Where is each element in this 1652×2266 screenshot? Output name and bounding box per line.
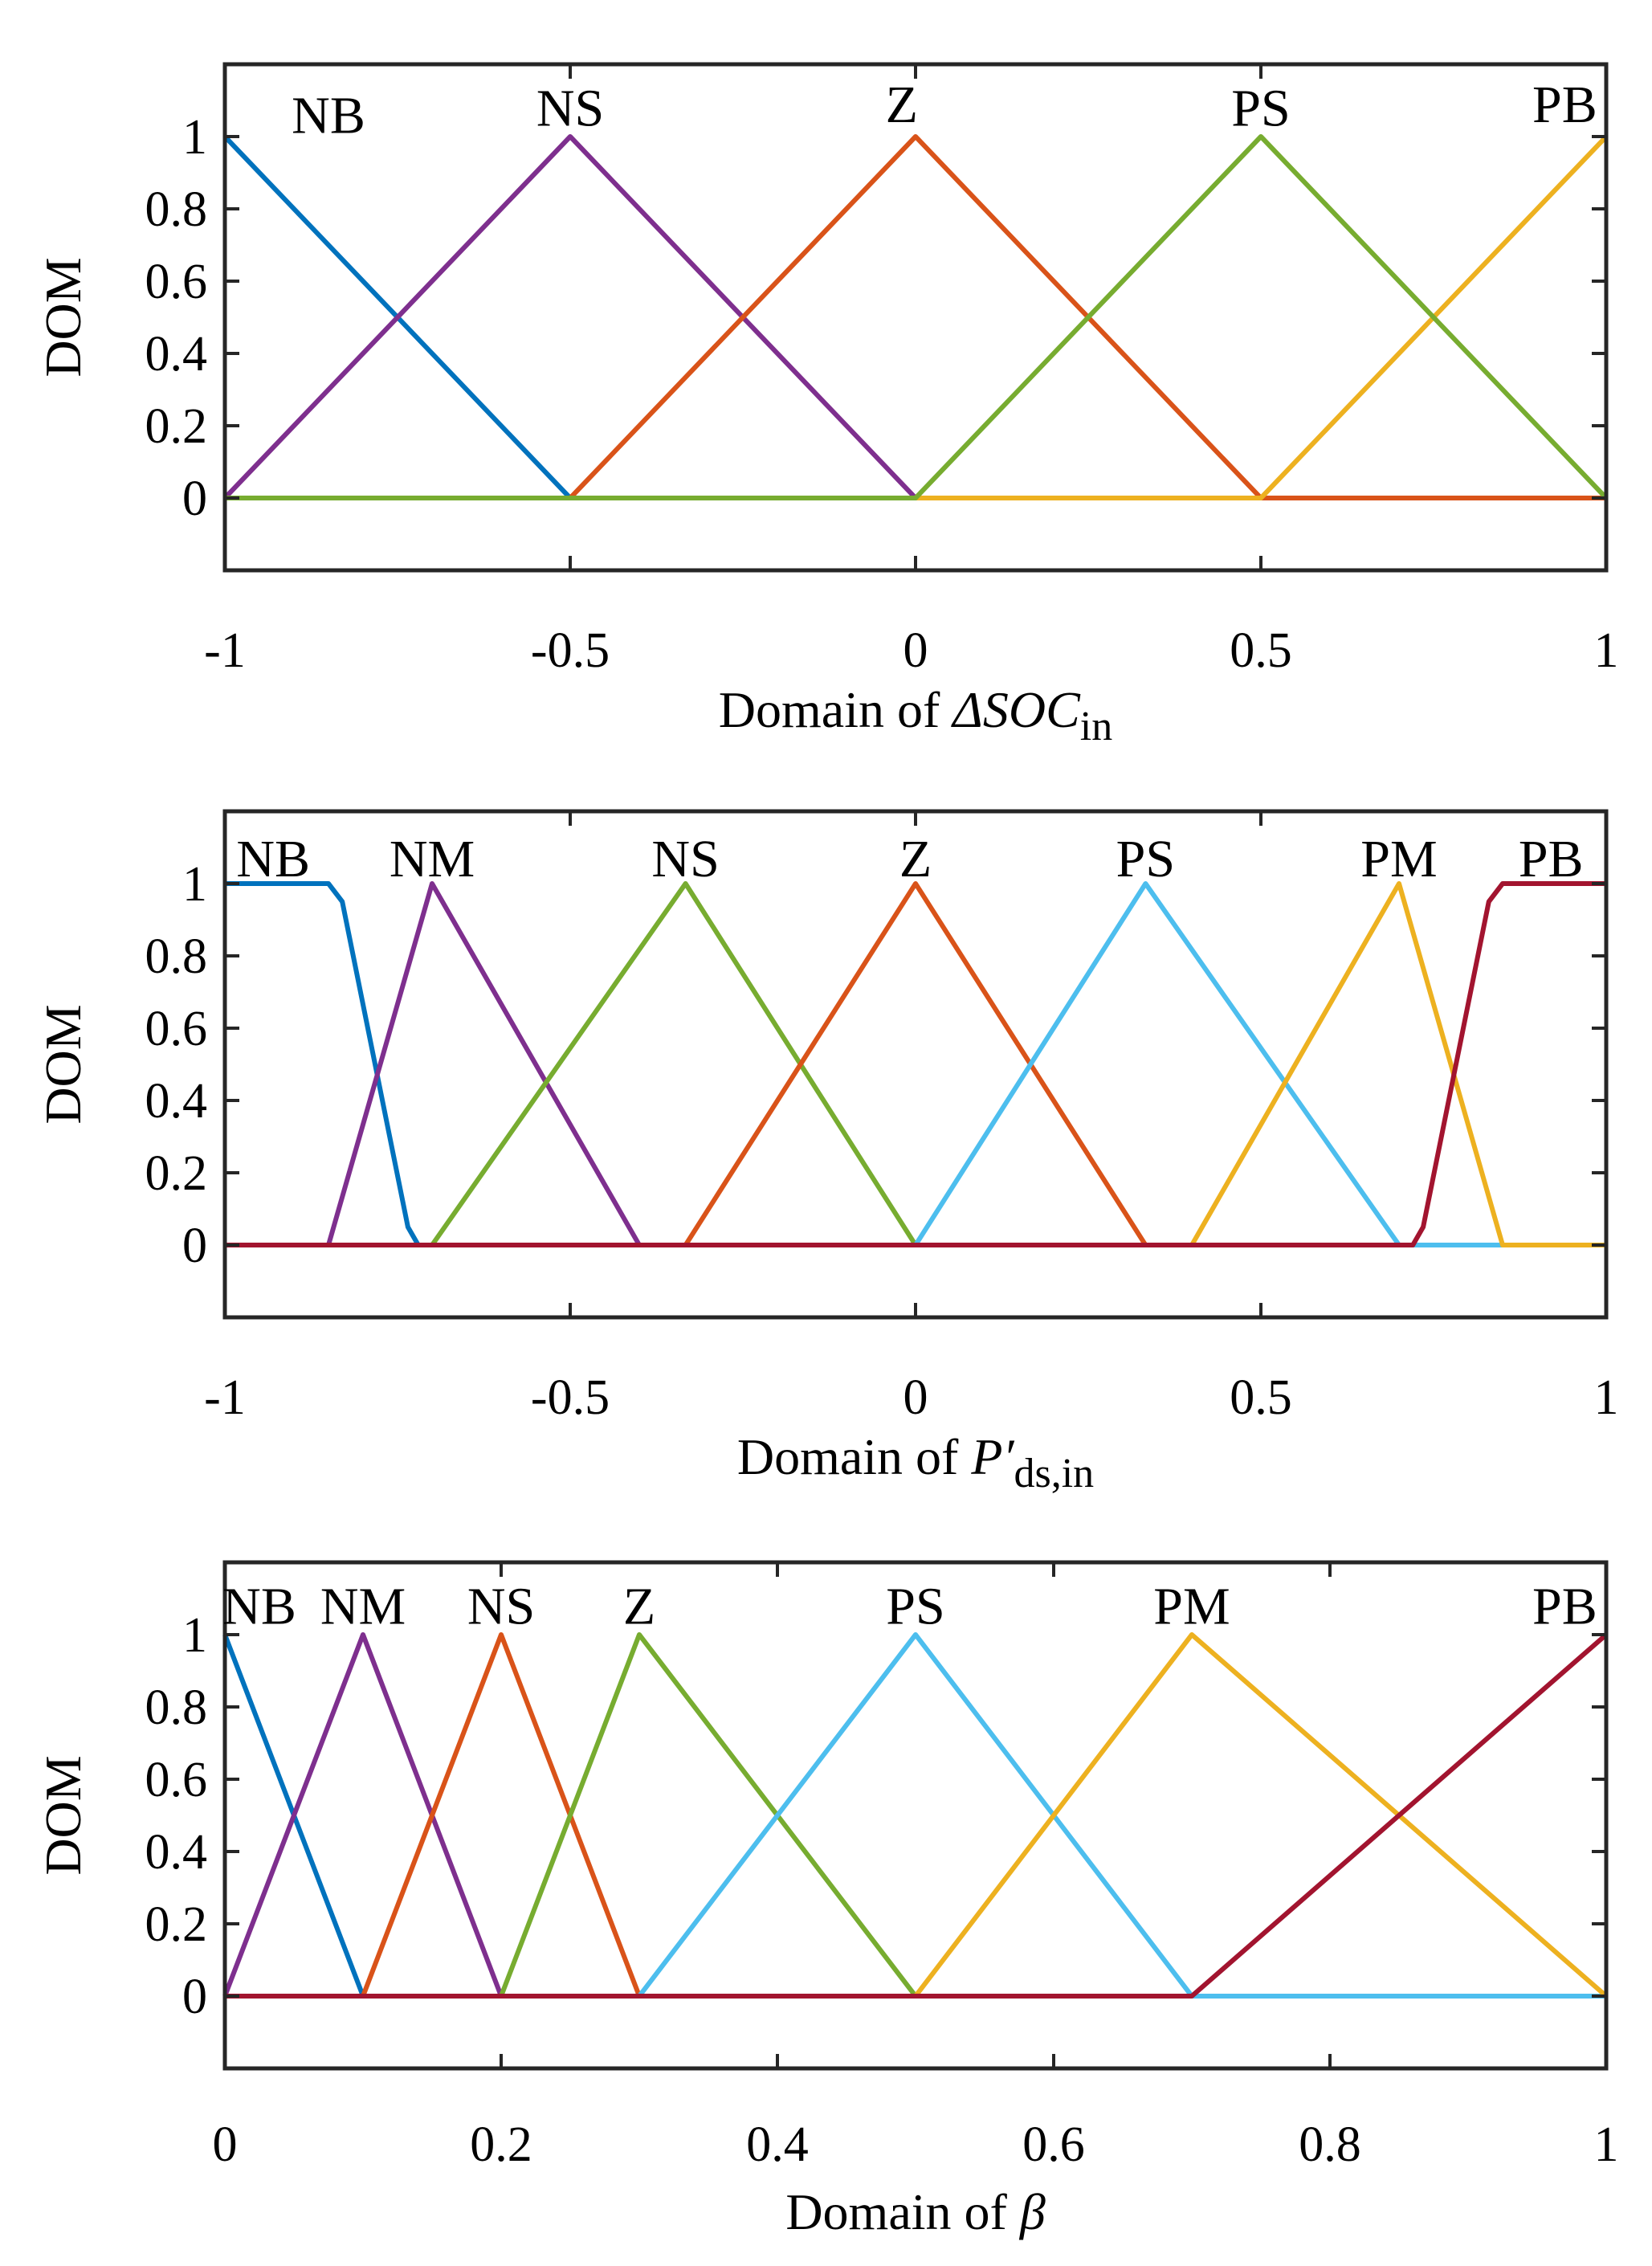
- mf-label-pb: PB: [1532, 76, 1597, 134]
- mf-label-nb: NB: [222, 1578, 296, 1636]
- mf-label-z: Z: [623, 1578, 655, 1636]
- x-axis-label: Domain of β: [785, 2183, 1046, 2240]
- series-line-nb: [225, 881, 1606, 1247]
- mf-label-ps: PS: [886, 1578, 944, 1636]
- y-tick-label: 0.8: [145, 929, 208, 984]
- y-tick-label: 0.8: [145, 1680, 208, 1735]
- x-tick-label: 1: [1594, 1370, 1619, 1425]
- y-tick-label: 0.2: [145, 1146, 208, 1201]
- chart-panel-3: 0 0.2 0.4 0.6 0.8 1 0 0.2 0.4 0.6 0.8 1 NB NM NS Z PS PM P…: [35, 1560, 1619, 2240]
- y-tick-label: 0.8: [145, 182, 208, 237]
- x-axis-label: Domain of ΔSOCin: [719, 681, 1112, 749]
- series-line-nm: [225, 881, 1606, 1247]
- y-tick-label: 0: [182, 472, 207, 526]
- x-axis-label: Domain of P′ds,in: [737, 1428, 1094, 1496]
- x-tick-label: 0.5: [1230, 1370, 1292, 1425]
- y-tick-label: 0.6: [145, 1002, 208, 1056]
- mf-label-pm: PM: [1360, 830, 1437, 888]
- mf-label-nb: NB: [236, 830, 310, 888]
- y-tick-label: 0.6: [145, 1753, 208, 1807]
- mf-label-nm: NM: [320, 1578, 406, 1636]
- series-line-pb: [225, 881, 1606, 1247]
- y-tick-label: 0: [182, 1219, 207, 1273]
- x-tick-label: 0.8: [1299, 2117, 1361, 2172]
- chart-panel-2: 0 0.2 0.4 0.6 0.8 1 -1 -0.5 0 0.5 1 NB NM NS Z PS PM PB DO…: [35, 809, 1619, 1496]
- mf-label-ns: NS: [651, 830, 719, 888]
- mf-label-pb: PB: [1519, 830, 1584, 888]
- y-axis-label: DOM: [35, 257, 92, 377]
- y-tick-label: 0: [182, 1970, 207, 2024]
- y-tick-label: 0.4: [145, 1825, 208, 1880]
- y-tick-label: 0.6: [145, 255, 208, 309]
- x-tick-label: 1: [1594, 623, 1619, 678]
- series-line-pb: [225, 134, 1609, 500]
- mf-label-ps: PS: [1231, 80, 1290, 138]
- mf-label-pb: PB: [1532, 1578, 1597, 1636]
- y-tick-label: 1: [182, 857, 207, 912]
- x-tick-label: -1: [204, 623, 246, 678]
- series-line-z: [225, 881, 1606, 1247]
- x-tick-label: -0.5: [531, 1370, 610, 1425]
- series-line-z: [225, 134, 1606, 500]
- mf-label-nm: NM: [390, 830, 475, 888]
- mf-label-ps: PS: [1116, 830, 1175, 888]
- x-tick-label: 1: [1594, 2117, 1619, 2172]
- x-tick-label: 0: [904, 1370, 928, 1425]
- axes-frame: [222, 1560, 1609, 2071]
- x-tick-label: -0.5: [531, 623, 610, 678]
- series-line-ns: [225, 881, 1606, 1247]
- mf-label-pm: PM: [1153, 1578, 1230, 1636]
- x-tick-label: 0.6: [1022, 2117, 1085, 2172]
- x-tick-label: 0.4: [746, 2117, 809, 2172]
- mf-label-ns: NS: [536, 80, 604, 138]
- axes-frame: [222, 62, 1609, 573]
- series-line-pm: [225, 881, 1606, 1247]
- x-tick-label: 0.5: [1230, 623, 1292, 678]
- series-line-pb: [225, 1632, 1608, 1999]
- x-tick-label: 0.2: [470, 2117, 532, 2172]
- y-tick-label: 0.2: [145, 399, 208, 454]
- series-line-ps: [225, 881, 1606, 1247]
- y-tick-label: 1: [182, 1608, 207, 1663]
- mf-label-ns: NS: [467, 1578, 535, 1636]
- chart-panel-1: 0 0.2 0.4 0.6 0.8 1 -1 -0.5 0 0.5 1 NB NS Z PS PB DOM Dom…: [35, 62, 1619, 749]
- mf-label-z: Z: [886, 76, 918, 134]
- x-tick-label: 0: [213, 2117, 238, 2172]
- x-tick-label: -1: [204, 1370, 246, 1425]
- y-tick-label: 1: [182, 110, 207, 165]
- y-axis-label: DOM: [35, 1755, 92, 1875]
- series-line-nb: [222, 134, 1606, 500]
- x-tick-label: 0: [904, 623, 928, 678]
- y-tick-label: 0.4: [145, 1074, 208, 1129]
- y-axis-label: DOM: [35, 1004, 92, 1124]
- y-tick-label: 0.2: [145, 1897, 208, 1952]
- series-line-ps: [225, 134, 1609, 500]
- series-line-ns: [222, 134, 1606, 500]
- mf-label-z: Z: [899, 830, 932, 888]
- y-tick-label: 0.4: [145, 327, 208, 382]
- mf-label-nb: NB: [292, 87, 365, 145]
